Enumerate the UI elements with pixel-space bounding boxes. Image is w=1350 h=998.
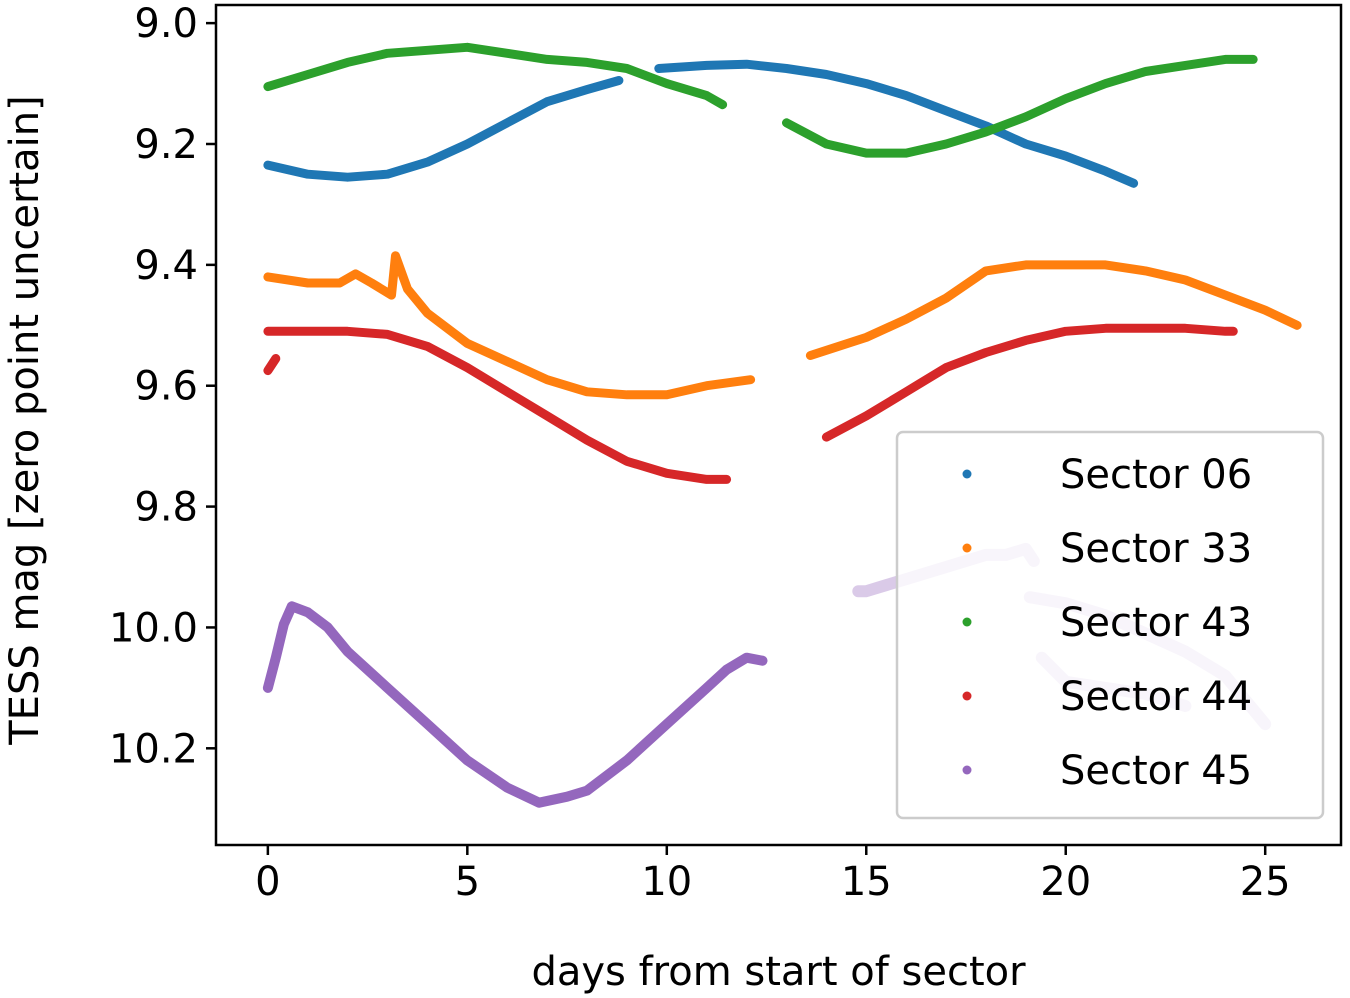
legend: Sector 06 Sector 33 Sector 43 Sector 44 Sect… <box>895 430 1325 820</box>
x-tick-label: 0 <box>255 859 280 905</box>
y-tick-label: 9.0 <box>134 1 198 47</box>
x-tick-label: 15 <box>841 859 892 905</box>
data-segment <box>263 76 624 182</box>
data-segment <box>654 59 1139 188</box>
y-tick-label: 9.4 <box>134 243 198 289</box>
legend-entry-label: Sector 43 <box>1060 600 1252 646</box>
y-tick-label: 10.0 <box>109 605 198 651</box>
x-tick-label: 25 <box>1240 859 1291 905</box>
legend-marker <box>962 543 972 553</box>
data-segment <box>263 326 732 484</box>
y-tick-label: 9.6 <box>134 364 198 410</box>
data-segment <box>263 354 281 376</box>
data-segment <box>805 260 1302 360</box>
legend-marker <box>962 691 972 701</box>
data-segment <box>821 323 1238 442</box>
legend-marker <box>962 765 972 775</box>
y-axis-title: TESS mag [zero point uncertain] <box>2 95 48 746</box>
legend-box <box>895 430 1325 820</box>
data-segment <box>262 601 768 808</box>
data-segment <box>263 251 756 400</box>
y-tick-label: 10.2 <box>109 726 198 772</box>
legend-marker <box>962 469 972 479</box>
series-sector-06 <box>263 59 1139 188</box>
x-tick-label: 20 <box>1040 859 1091 905</box>
x-axis-title: days from start of sector <box>531 949 1026 995</box>
series-sector-44 <box>263 323 1238 484</box>
series-sector-43 <box>263 42 1258 158</box>
x-tick-label: 5 <box>455 859 480 905</box>
series-sector-33 <box>263 251 1302 400</box>
plot-frame <box>214 3 1343 847</box>
y-tick-label: 9.2 <box>134 122 198 168</box>
legend-entry-label: Sector 06 <box>1060 452 1252 498</box>
legend-entry-label: Sector 33 <box>1060 526 1252 572</box>
data-segment <box>263 42 728 110</box>
legend-entry-label: Sector 45 <box>1060 748 1252 794</box>
y-tick-label: 9.8 <box>134 485 198 531</box>
data-segment <box>782 54 1258 158</box>
x-tick-label: 10 <box>641 859 692 905</box>
legend-marker <box>962 617 972 627</box>
legend-entry-label: Sector 44 <box>1060 674 1252 720</box>
